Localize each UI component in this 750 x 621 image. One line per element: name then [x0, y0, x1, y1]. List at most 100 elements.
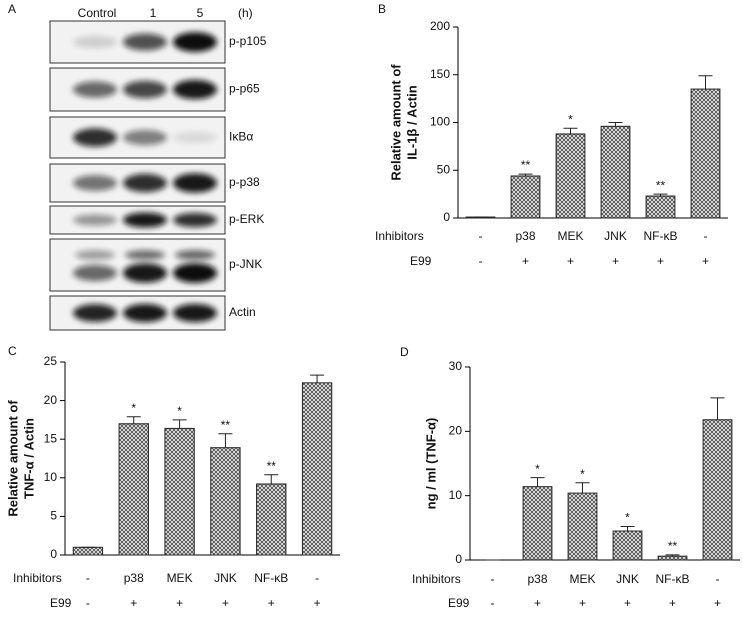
lane-label: 5	[197, 6, 204, 20]
row-label: Inhibitors	[412, 572, 461, 586]
chart: D 0 10 20 30 ng / ml (TNF-α) Inhibitors E99 - - * p…	[400, 345, 740, 610]
x-tick-label: -	[716, 572, 720, 586]
bar	[210, 447, 241, 556]
x-tick-label: +	[534, 596, 541, 610]
bar	[567, 492, 598, 561]
protein-label: p-JNK	[229, 257, 262, 271]
panel-label: D	[400, 345, 409, 359]
blot-band	[173, 32, 217, 52]
row-label: E99	[410, 254, 432, 268]
bar	[600, 125, 631, 219]
x-tick-label: MEK	[167, 571, 193, 585]
x-tick-label: +	[714, 596, 721, 610]
y-tick-label: 100	[430, 115, 450, 129]
blot-band	[73, 35, 117, 49]
y-tick-label: 200	[430, 19, 450, 33]
y-tick-label: 0	[455, 552, 462, 566]
significance: **	[267, 459, 277, 473]
panel-label: A	[8, 2, 16, 16]
error-bar	[710, 397, 725, 420]
x-tick-label: p38	[527, 572, 547, 586]
error-bar	[518, 173, 533, 176]
y-tick-label: 20	[449, 424, 463, 438]
x-tick-label: -	[704, 229, 708, 243]
y-tick-label: 30	[449, 359, 463, 373]
lane-label: 1	[150, 6, 157, 20]
blot-band	[73, 175, 117, 191]
blot-band	[123, 212, 167, 228]
y-axis-label: IL-1β / Actin	[404, 85, 419, 159]
blot-band	[125, 250, 165, 260]
y-tick-label: 0	[50, 547, 57, 561]
y-tick-label: 20	[44, 393, 58, 407]
x-tick-label: NF-κB	[656, 572, 690, 586]
x-tick-label: +	[624, 596, 631, 610]
significance: **	[221, 418, 231, 432]
panel-label: B	[378, 2, 386, 16]
x-tick-label: MEK	[557, 229, 583, 243]
error-bar	[218, 433, 233, 448]
time-unit: (h)	[238, 6, 253, 20]
error-bar	[530, 477, 545, 487]
chart: C 0 5 10 15 20 25 Relative amount of TNF-α / Act…	[5, 344, 340, 610]
error-bar	[575, 482, 590, 494]
x-tick-label: +	[222, 596, 229, 610]
x-tick-label: MEK	[569, 572, 595, 586]
error-bar	[698, 75, 713, 90]
panel-label: C	[8, 344, 17, 358]
y-axis-label: Relative amount of	[388, 64, 403, 181]
protein-label: p-ERK	[229, 212, 264, 226]
bar	[690, 88, 721, 219]
y-tick-label: 25	[44, 354, 58, 368]
bar	[72, 546, 104, 556]
significance: *	[625, 511, 630, 525]
y-tick-label: 5	[50, 509, 57, 523]
y-tick-label: 15	[44, 431, 58, 445]
y-tick-label: 0	[443, 210, 450, 224]
bar	[256, 483, 287, 556]
x-tick-label: +	[612, 254, 619, 268]
x-tick-label: -	[86, 571, 90, 585]
x-tick-label: -	[491, 572, 495, 586]
blot-band	[173, 173, 217, 193]
y-axis-label: Relative amount of	[5, 400, 20, 517]
x-tick-label: -	[479, 229, 483, 243]
error-bar	[608, 122, 623, 127]
bar	[301, 382, 333, 556]
row-label: E99	[50, 596, 72, 610]
error-bar	[264, 474, 279, 484]
x-tick-label: +	[669, 596, 676, 610]
western-blot: A Control 1 5 (h) p-p105 p-p65 IκBα p-p38 p-ERK p-…	[8, 2, 267, 331]
x-tick-label: NF-κB	[644, 229, 678, 243]
row-label: E99	[448, 596, 470, 610]
x-tick-label: +	[579, 596, 586, 610]
significance: *	[580, 467, 585, 481]
x-tick-label: p38	[515, 229, 535, 243]
x-tick-label: +	[702, 254, 709, 268]
blot-band	[175, 250, 215, 260]
x-tick-label: +	[522, 254, 529, 268]
protein-label: p-p105	[229, 34, 267, 48]
x-tick-label: +	[268, 596, 275, 610]
error-bar	[620, 526, 635, 532]
bar	[164, 427, 195, 556]
blot-band	[123, 173, 167, 193]
significance: **	[668, 539, 678, 553]
significance: *	[568, 112, 573, 126]
blot-band	[73, 128, 117, 147]
protein-label: p-p65	[229, 82, 260, 96]
protein-label: Actin	[229, 305, 256, 319]
x-tick-label: +	[130, 596, 137, 610]
x-tick-label: +	[314, 596, 321, 610]
y-tick-label: 50	[437, 162, 451, 176]
blot-band	[75, 250, 115, 260]
y-tick-label: 150	[430, 67, 450, 81]
blot-band	[73, 304, 117, 322]
x-tick-label: -	[86, 596, 90, 610]
blot-band	[73, 214, 117, 226]
blot-band	[173, 303, 217, 323]
x-tick-label: JNK	[214, 571, 237, 585]
row-label: Inhibitors	[375, 229, 424, 243]
x-tick-label: JNK	[604, 229, 627, 243]
